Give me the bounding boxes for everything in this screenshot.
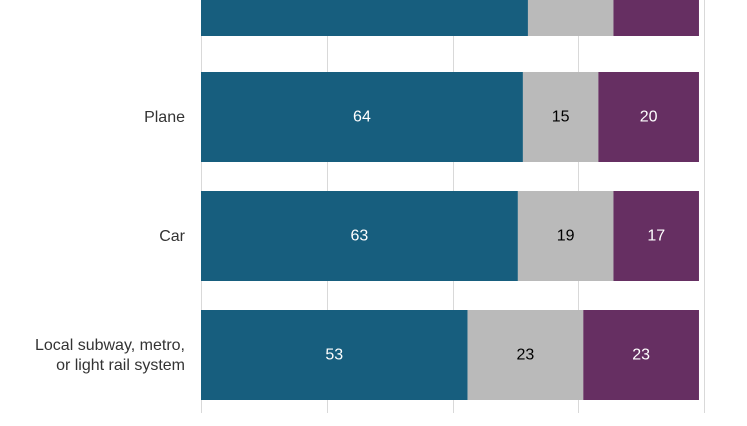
bar-segment-1-walking xyxy=(201,0,528,36)
bar-segment-3-car xyxy=(613,191,699,281)
bars xyxy=(201,0,699,400)
bar-segment-2-car xyxy=(517,191,614,281)
bar-segment-3-plane xyxy=(598,72,699,162)
bar-segment-1-local-subway-metro-or-light-rail-system xyxy=(201,310,468,400)
bar-segment-2-walking xyxy=(527,0,614,36)
category-label: Local subway, metro, or light rail system xyxy=(35,337,185,374)
bar-segment-2-local-subway-metro-or-light-rail-system xyxy=(467,310,584,400)
value-label: 23 xyxy=(517,347,535,364)
value-label: 23 xyxy=(632,347,650,364)
value-label: 17 xyxy=(647,228,665,245)
category-label: Car xyxy=(159,228,185,245)
bar-segment-3-walking xyxy=(613,0,699,36)
value-label: 64 xyxy=(353,109,371,126)
value-label: 20 xyxy=(640,109,658,126)
bar-segment-1-plane xyxy=(201,72,523,162)
value-label: 53 xyxy=(325,347,343,364)
bar-segment-1-car xyxy=(201,191,518,281)
category-label: Plane xyxy=(144,109,185,126)
value-label: 63 xyxy=(351,228,369,245)
value-label: 19 xyxy=(557,228,575,245)
bar-segment-2-plane xyxy=(522,72,599,162)
bar-segment-3-local-subway-metro-or-light-rail-system xyxy=(583,310,699,400)
value-label: 15 xyxy=(552,109,570,126)
labels: 651717Walking641520Plane631917Car532323L… xyxy=(35,109,665,374)
